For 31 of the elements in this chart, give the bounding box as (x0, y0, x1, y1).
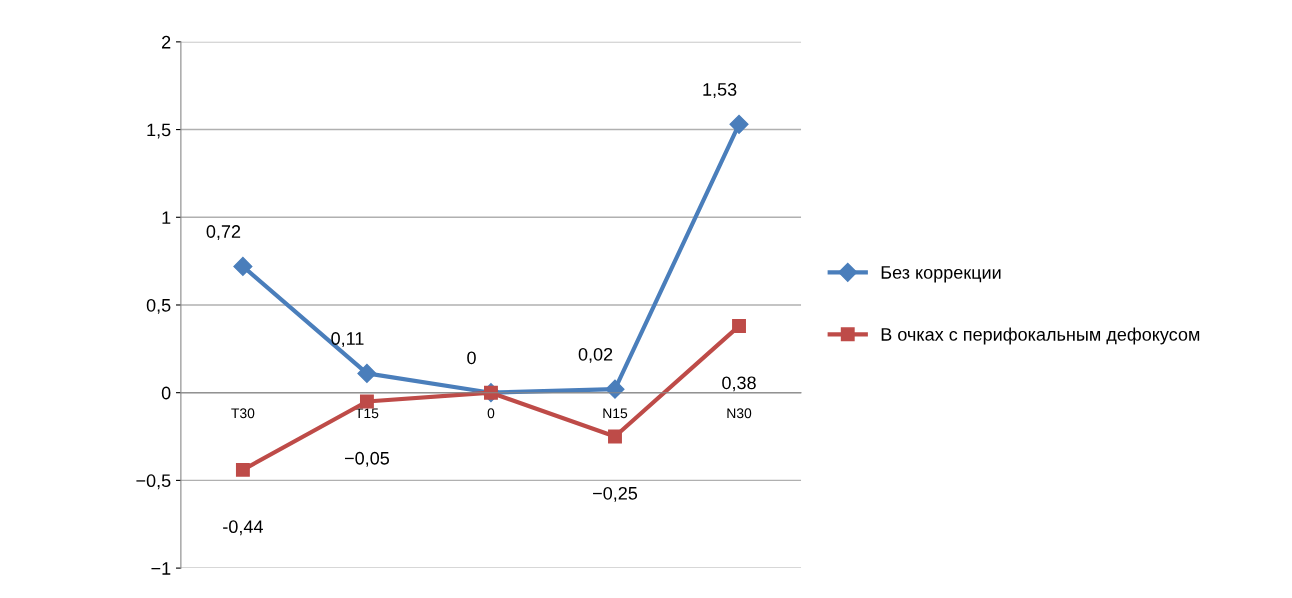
data-label: 0 (467, 351, 476, 365)
legend-label: Без коррекции (881, 266, 1001, 283)
data-label: 0,11 (331, 332, 364, 348)
y-tick-label: 0 (161, 386, 171, 400)
legend-label: В очках с перифокальным дефокусом (881, 327, 1200, 345)
point (732, 319, 746, 333)
x-tick-label: T15 (355, 408, 379, 419)
data-label: -0,44 (223, 520, 263, 536)
y-tick-label: −0,5 (136, 474, 171, 490)
point (235, 462, 250, 477)
y-tick-label: −1 (151, 562, 171, 575)
data-label: −0,25 (593, 486, 638, 502)
point (357, 363, 377, 383)
y-tick-label: 1 (162, 211, 171, 224)
point (729, 114, 749, 134)
point (359, 394, 374, 409)
data-label: −0,05 (344, 451, 390, 467)
x-tick-label: T30 (231, 408, 255, 419)
point (233, 256, 253, 276)
x-tick-label: 0 (487, 408, 495, 419)
data-label: 0,38 (722, 376, 756, 392)
point (608, 429, 622, 444)
y-tick-label: 1,5 (147, 123, 171, 139)
y-tick-label: 2 (162, 35, 171, 49)
data-label: 0,02 (578, 347, 613, 363)
point (605, 379, 625, 399)
x-tick-label: N30 (727, 408, 752, 419)
y-tick-label: 0,5 (146, 298, 171, 314)
x-tick-label: N15 (603, 408, 628, 419)
data-label: 0,72 (206, 225, 241, 241)
data-label: 1,53 (703, 83, 737, 98)
